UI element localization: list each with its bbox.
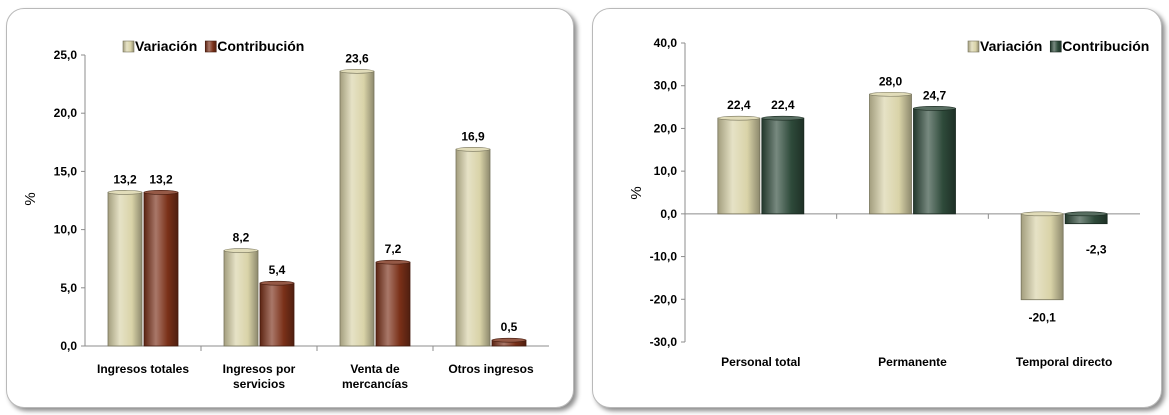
bar-cap bbox=[869, 91, 912, 97]
legend-label: Contribución bbox=[217, 38, 304, 54]
category-label: Otros ingresos bbox=[448, 362, 534, 376]
bar-cap bbox=[259, 280, 295, 286]
data-label: 0,5 bbox=[501, 320, 518, 334]
data-label: 7,2 bbox=[385, 242, 402, 256]
bar-cap bbox=[1064, 211, 1108, 217]
category-label: Venta de bbox=[350, 362, 400, 376]
chart-panel-staff: -30,0 -20,0 -10,0 0,0 10,0 20,0 30,0 40,0 22,4 22… bbox=[592, 8, 1162, 408]
bar-cap bbox=[491, 337, 527, 343]
bar-cap bbox=[375, 259, 411, 265]
y-axis-title: % bbox=[22, 192, 39, 205]
bar-cap bbox=[107, 190, 143, 195]
bar bbox=[717, 117, 761, 215]
category-label: Permanente bbox=[878, 355, 947, 369]
legend-label: Contribución bbox=[1062, 38, 1149, 54]
y-tick-label: -30,0 bbox=[650, 335, 678, 349]
bar-cap bbox=[717, 115, 761, 121]
category-label: Temporal directo bbox=[1016, 355, 1112, 369]
y-tick-label: -10,0 bbox=[650, 250, 678, 264]
y-tick-label: 20,0 bbox=[54, 106, 78, 120]
data-label: 22,4 bbox=[727, 98, 751, 112]
category-label: servicios bbox=[233, 377, 285, 391]
y-tick-label: 10,0 bbox=[54, 223, 78, 237]
data-label: -2,3 bbox=[1086, 243, 1107, 257]
bar-cap bbox=[761, 115, 805, 121]
legend-label: Variación bbox=[135, 38, 197, 54]
data-label: 22,4 bbox=[771, 98, 795, 112]
y-tick-label: 10,0 bbox=[654, 164, 678, 178]
data-label: 16,9 bbox=[461, 129, 485, 143]
bar bbox=[869, 93, 912, 215]
data-label: 13,2 bbox=[149, 172, 173, 186]
bar bbox=[259, 282, 295, 347]
y-tick-label: 0,0 bbox=[60, 339, 77, 353]
legend-swatch bbox=[1049, 40, 1062, 53]
category-label: mercancías bbox=[342, 377, 408, 391]
legend-swatch bbox=[122, 40, 135, 53]
data-label: 24,7 bbox=[923, 88, 947, 102]
bar bbox=[761, 117, 805, 215]
data-label: 13,2 bbox=[113, 172, 137, 186]
bar-cap bbox=[143, 190, 179, 195]
bar bbox=[107, 191, 143, 347]
category-label: Ingresos por bbox=[223, 362, 296, 376]
legend-swatch bbox=[967, 40, 980, 53]
bar bbox=[1020, 213, 1064, 301]
y-tick-label: 5,0 bbox=[60, 281, 77, 295]
data-label: 28,0 bbox=[879, 74, 903, 88]
bar bbox=[143, 191, 179, 347]
data-label: 5,4 bbox=[269, 263, 286, 277]
category-label: Personal total bbox=[721, 355, 800, 369]
revenue-bar-chart: 0,0 5,0 10,0 15,0 20,0 25,0 13,2 13,2 Ingresos t… bbox=[22, 38, 549, 391]
bar bbox=[339, 70, 375, 347]
y-tick-label: -20,0 bbox=[650, 292, 678, 306]
bar bbox=[455, 148, 491, 347]
bar bbox=[375, 261, 411, 347]
category-label: Ingresos totales bbox=[97, 362, 189, 376]
y-tick-label: 25,0 bbox=[54, 48, 78, 62]
y-tick-label: 0,0 bbox=[660, 207, 677, 221]
bar bbox=[913, 107, 956, 215]
legend-swatch bbox=[204, 40, 217, 53]
bar-cap bbox=[913, 106, 956, 111]
y-axis-title: % bbox=[628, 186, 645, 199]
chart-panel-revenue: 0,0 5,0 10,0 15,0 20,0 25,0 13,2 13,2 Ingresos t… bbox=[6, 8, 574, 408]
data-label: 23,6 bbox=[345, 51, 369, 65]
staff-bar-chart: -30,0 -20,0 -10,0 0,0 10,0 20,0 30,0 40,0 22,4 22… bbox=[628, 36, 1149, 369]
bar bbox=[223, 250, 259, 347]
legend-label: Variación bbox=[980, 38, 1042, 54]
bar-cap bbox=[223, 248, 259, 253]
bar-cap bbox=[1020, 211, 1064, 217]
y-tick-label: 15,0 bbox=[54, 164, 78, 178]
data-label: 8,2 bbox=[233, 231, 250, 245]
data-label: -20,1 bbox=[1028, 311, 1056, 325]
y-tick-label: 20,0 bbox=[654, 121, 678, 135]
bar-cap bbox=[339, 68, 375, 74]
bar-cap bbox=[455, 146, 491, 152]
y-tick-label: 40,0 bbox=[654, 36, 678, 50]
y-tick-label: 30,0 bbox=[654, 79, 678, 93]
